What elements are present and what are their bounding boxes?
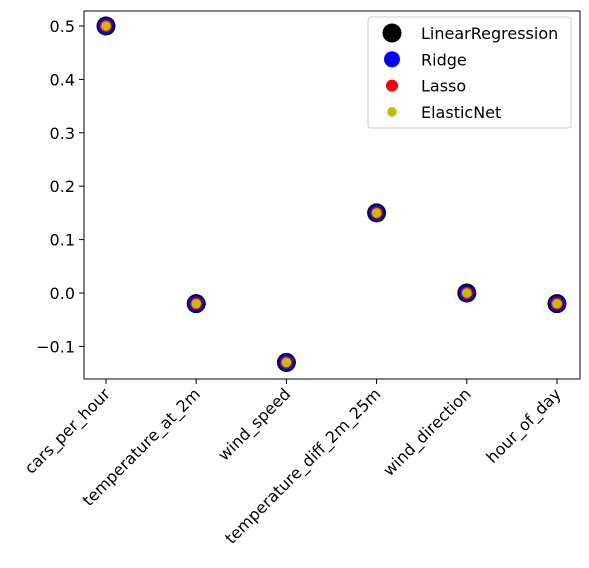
data-point-elasticnet-0	[101, 21, 111, 31]
plot-area	[96, 16, 567, 372]
legend-box	[367, 16, 572, 129]
x-tick-label: hour_of_day	[482, 384, 565, 467]
y-tick-label: 0.0	[50, 284, 75, 303]
legend-label-linearregression: LinearRegression	[421, 24, 558, 43]
data-point-elasticnet-4	[462, 288, 472, 298]
y-tick-label: 0.5	[50, 17, 75, 36]
legend-marker-elasticnet	[387, 107, 397, 117]
data-point-elasticnet-5	[552, 298, 562, 309]
legend: LinearRegression Ridge Lasso ElasticNet	[367, 16, 572, 129]
legend-marker-ridge	[384, 51, 400, 68]
data-point-elasticnet-3	[371, 208, 382, 218]
x-tick-label: wind_direction	[379, 384, 475, 480]
legend-marker-linearregression	[382, 23, 402, 43]
y-tick-label: 0.3	[50, 124, 75, 143]
legend-label-lasso: Lasso	[421, 77, 466, 96]
y-tick-label: 0.1	[50, 231, 75, 250]
y-tick-label: 0.4	[50, 70, 75, 89]
y-tick-label: 0.2	[50, 177, 75, 196]
legend-marker-lasso	[386, 79, 398, 92]
x-tick-label: temperature_diff_2m_25m	[221, 384, 385, 548]
plot-frame	[83, 10, 581, 380]
data-point-elasticnet-2	[281, 357, 292, 368]
legend-label-elasticnet: ElasticNet	[421, 103, 501, 122]
x-tick-label: cars_per_hour	[21, 384, 115, 478]
x-tick-label: wind_speed	[214, 384, 295, 465]
data-point-elasticnet-1	[191, 298, 201, 309]
series-elasticnet	[101, 21, 562, 368]
legend-label-ridge: Ridge	[421, 50, 467, 69]
y-tick-label: −0.1	[36, 337, 75, 356]
